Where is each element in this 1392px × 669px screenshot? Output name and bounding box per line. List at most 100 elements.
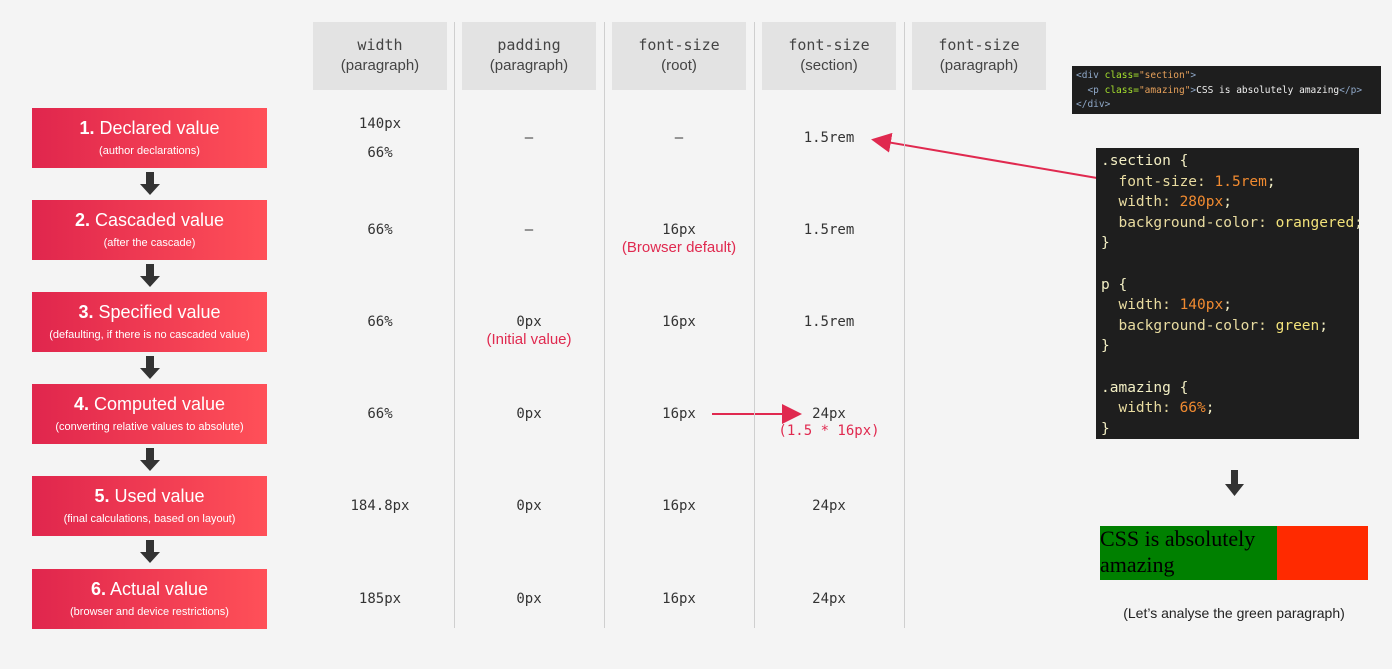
stage-number: 1.: [79, 118, 95, 138]
stage-name: Computed value: [93, 394, 226, 414]
code-token: "amazing": [1138, 84, 1191, 96]
column-scope: (paragraph): [939, 57, 1019, 74]
cell-value: —: [524, 130, 534, 146]
cell-value: 16px: [662, 406, 696, 422]
stage-note: (after the cascade): [103, 237, 196, 249]
cell: 16px: [604, 496, 754, 525]
stage-note: (browser and device restrictions): [70, 606, 229, 618]
cell: 16px: [604, 404, 754, 433]
down-arrow: [140, 172, 160, 195]
code-line: </div>: [1076, 98, 1381, 113]
code-token: ;: [1223, 297, 1232, 314]
code-token: 140px: [1179, 297, 1224, 314]
code-token: }: [1101, 420, 1110, 437]
stage-number: 6.: [90, 579, 106, 599]
cell: —: [454, 128, 604, 157]
pointer-arrow: [871, 132, 1098, 179]
column-name: font-size: [788, 36, 870, 54]
column-header: font-size (paragraph): [912, 22, 1046, 90]
column-name: width: [357, 36, 403, 54]
column-header: width (paragraph): [313, 22, 447, 90]
column-scope: (paragraph): [340, 57, 420, 74]
stage-note: (converting relative values to absolute): [55, 421, 244, 433]
column-name: padding: [497, 36, 561, 54]
cell-value: 140px: [358, 115, 402, 132]
stage-number: 2.: [74, 210, 90, 230]
cell-value: 1.5rem: [803, 222, 855, 238]
cell: 1.5rem: [754, 128, 904, 157]
code-line: font-size: 1.5rem;: [1101, 172, 1359, 193]
cell: 1.5rem: [754, 220, 904, 249]
cell-remark: (Initial value): [486, 331, 572, 348]
stage-box: 4. Computed value (converting relative va…: [32, 384, 267, 444]
green-paragraph: CSS is absolutely amazing: [1100, 526, 1277, 580]
code-token: width:: [1101, 297, 1180, 314]
cell-value: 24px: [812, 591, 846, 607]
column-scope: (root): [661, 57, 697, 74]
stage-name: Declared value: [99, 118, 220, 138]
code-token: background-color:: [1101, 317, 1276, 334]
cell: 0px: [454, 496, 604, 525]
code-token: orangered: [1275, 214, 1355, 231]
code-token: .section {: [1101, 153, 1189, 169]
stage-name: Specified value: [98, 302, 221, 322]
code-token: class=: [1098, 84, 1139, 96]
cell-value: 66%: [367, 144, 393, 161]
column-header: padding (paragraph): [462, 22, 596, 90]
column-scope: (section): [800, 57, 858, 74]
column-divider: [604, 22, 605, 628]
html_code-block: <div class="section"> <p class="amazing"…: [1072, 66, 1381, 114]
code-token: }: [1101, 338, 1110, 355]
result-box: CSS is absolutely amazing: [1100, 526, 1368, 580]
stage-title: 1. Declared value: [32, 118, 267, 139]
cell-value: 185px: [358, 591, 402, 607]
code-line: .section {: [1101, 151, 1359, 172]
code-token: 66%: [1179, 400, 1206, 417]
code-line: }: [1101, 233, 1359, 254]
code-token: width:: [1101, 400, 1180, 417]
code-token: 1.5rem: [1214, 173, 1267, 190]
stage-box: 1. Declared value (author declarations): [32, 108, 267, 168]
code-token: ;: [1266, 173, 1276, 190]
column-divider: [754, 22, 755, 628]
cell: 0px: [454, 404, 604, 433]
code-line: }: [1101, 419, 1359, 440]
code-line: .amazing {: [1101, 378, 1359, 399]
cell: 0px: [454, 589, 604, 618]
cell-value: 1.5rem: [803, 314, 855, 330]
code-token: ;: [1319, 317, 1328, 334]
stage-title: 2. Cascaded value: [32, 210, 267, 231]
cell: —: [604, 128, 754, 157]
column-scope: (paragraph): [489, 57, 569, 74]
code-token: ;: [1223, 194, 1232, 211]
cell-remark: (1.5 * 16px): [778, 423, 880, 439]
column-name: font-size: [938, 36, 1020, 54]
stage-title: 4. Computed value: [32, 394, 267, 415]
cell: 16px: [604, 589, 754, 618]
cell-value: 24px: [812, 498, 846, 514]
code-token: CSS is absolutely amazing: [1196, 84, 1340, 96]
stage-number: 5.: [94, 486, 110, 506]
down-arrow: [140, 448, 160, 471]
stage-name: Cascaded value: [94, 210, 225, 230]
column-header: font-size (section): [762, 22, 896, 90]
code-line: width: 280px;: [1101, 192, 1359, 213]
cell-value: 66%: [367, 222, 393, 238]
code-token: ;: [1205, 400, 1215, 417]
stage-box: 3. Specified value (defaulting, if there …: [32, 292, 267, 352]
code-line: [1101, 254, 1359, 275]
cell-value: 16px: [662, 314, 696, 330]
cell: 24px: [754, 496, 904, 525]
stage-name: Actual value: [109, 579, 209, 599]
down-arrow: [140, 540, 160, 563]
cell-value: 24px: [812, 406, 846, 422]
cell: 66%: [305, 404, 455, 433]
code-line: }: [1101, 336, 1359, 357]
code-token: .amazing {: [1101, 379, 1189, 396]
stage-box: 6. Actual value (browser and device restr…: [32, 569, 267, 629]
cell-value: 0px: [516, 591, 542, 607]
stage-note: (final calculations, based on layout): [63, 513, 236, 525]
cell: 184.8px: [305, 496, 455, 525]
